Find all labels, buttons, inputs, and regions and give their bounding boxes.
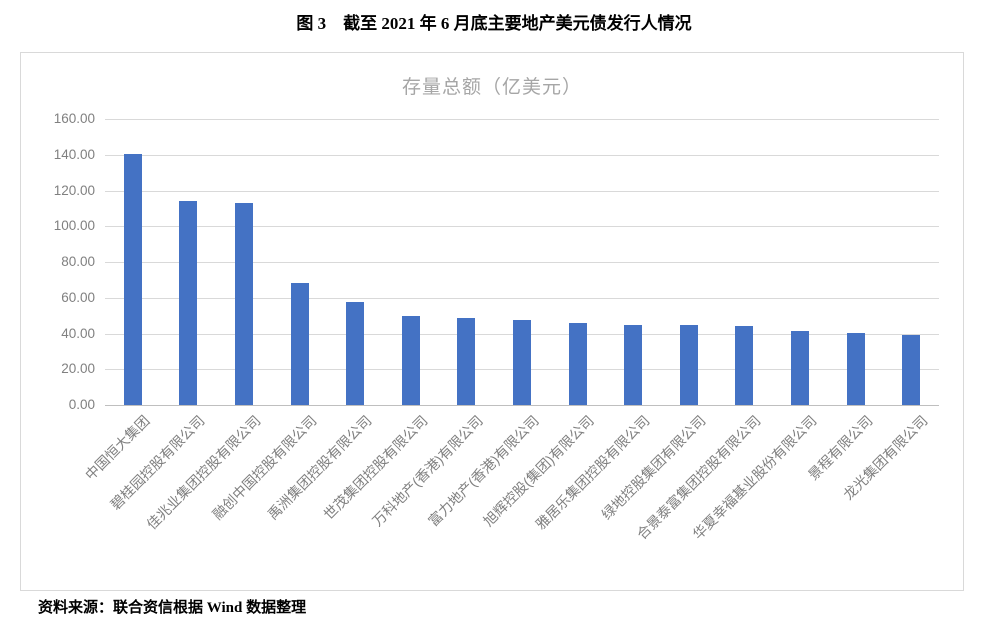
bar — [513, 319, 531, 405]
bar — [624, 324, 643, 405]
bar — [457, 317, 476, 405]
x-axis-category-label: 绿地控股集团有限公司 — [598, 412, 709, 523]
source-note: 资料来源：联合资信根据 Wind 数据整理 — [38, 600, 307, 616]
y-axis-tick-label: 160.00 — [53, 111, 95, 126]
figure-title: 图 3 截至 2021 年 6 月底主要地产美元债发行人情况 — [296, 14, 692, 33]
bar — [401, 315, 420, 405]
gridline — [105, 119, 939, 120]
x-axis-line — [105, 405, 939, 406]
x-axis-category-label: 富力地产(香港)有限公司 — [424, 412, 542, 530]
y-axis-tick-label: 20.00 — [61, 361, 95, 376]
bar — [735, 325, 754, 405]
bar — [235, 203, 253, 405]
bar — [346, 302, 365, 405]
y-axis-tick-label: 40.00 — [61, 326, 95, 341]
y-axis-tick-label: 60.00 — [61, 290, 95, 305]
x-axis-category-label: 万科地产(香港)有限公司 — [369, 412, 487, 530]
x-axis-category-label: 碧桂园控股有限公司 — [107, 412, 209, 513]
bar — [846, 333, 865, 405]
y-axis-tick-label: 140.00 — [53, 147, 95, 162]
chart-container: 存量总额（亿美元） 0.00 20.00 40.00 60.00 80.00 100.00… — [20, 52, 964, 591]
x-axis-category-label: 世茂集团控股有限公司 — [320, 412, 431, 523]
x-axis-category-label: 旭辉控股(集团)有限公司 — [480, 412, 598, 530]
y-axis-tick-label: 80.00 — [61, 254, 95, 269]
gridline — [105, 155, 939, 156]
bar — [179, 201, 198, 405]
gridline — [105, 298, 939, 299]
x-axis-category-label: 华夏幸福基业股份有限公司 — [689, 412, 820, 543]
x-axis-category-label: 佳兆业集团控股有限公司 — [143, 412, 264, 533]
y-axis-tick-label: 120.00 — [53, 183, 95, 198]
y-axis-tick-label: 100.00 — [53, 218, 95, 233]
gridline — [105, 262, 939, 263]
x-axis-category-label: 禹洲集团控股有限公司 — [264, 412, 375, 523]
gridline — [105, 191, 939, 192]
bar — [290, 282, 309, 405]
gridline — [105, 226, 939, 227]
bar — [568, 323, 587, 405]
chart-title: 存量总额（亿美元） — [401, 77, 582, 98]
x-axis-category-label: 融创中国控股有限公司 — [208, 412, 320, 523]
bar — [791, 330, 809, 405]
bar — [902, 334, 921, 405]
bar — [679, 324, 698, 405]
y-axis-tick-label: 0.00 — [68, 397, 95, 412]
bar — [123, 154, 142, 405]
